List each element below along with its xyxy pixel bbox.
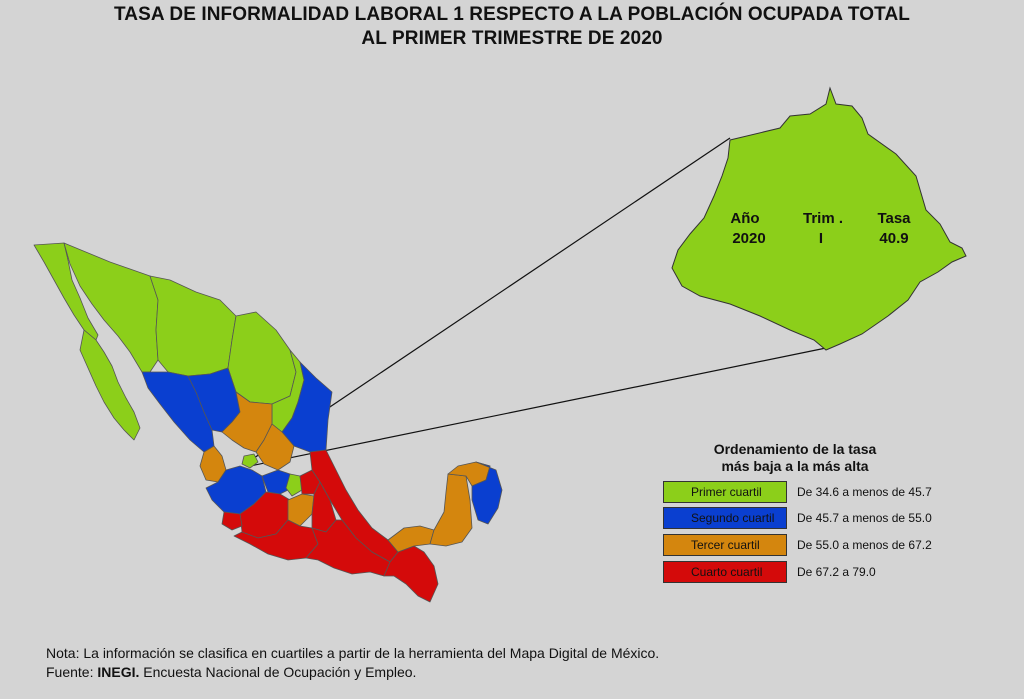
inset-trim-label: Trim . [802, 210, 843, 227]
inset-state-shape [671, 86, 967, 351]
map-title-line1: TASA DE INFORMALIDAD LABORAL 1 RESPECTO … [113, 4, 910, 25]
legend-item-range: De 55.0 a menos de 67.2 [797, 538, 932, 552]
legend-item-label: Segundo cuartil [691, 511, 775, 525]
legend-swatch [663, 481, 787, 503]
legend-title-line1: Ordenamiento de la tasa [713, 441, 877, 457]
source-rest: Encuesta Nacional de Ocupación y Empleo. [139, 664, 417, 680]
legend-item-range: De 45.7 a menos de 55.0 [797, 511, 932, 525]
legend-item-label: Tercer cuartil [691, 538, 760, 552]
legend-swatch [663, 507, 787, 529]
legend-item-label: Cuarto cuartil [691, 565, 763, 579]
state-queretaro[interactable] [285, 473, 303, 497]
state-baja-california-sur[interactable] [79, 329, 141, 441]
footnote-note: Nota: La información se clasifica en cua… [46, 645, 660, 661]
state-campeche[interactable] [429, 473, 473, 547]
state-quintana-roo[interactable] [471, 461, 503, 525]
source-prefix: Fuente: [46, 664, 98, 680]
state-mexico[interactable] [287, 493, 315, 527]
state-chihuahua[interactable] [149, 275, 237, 377]
legend-item-label: Primer cuartil [691, 485, 762, 499]
legend-item-range: De 34.6 a menos de 45.7 [797, 485, 932, 499]
legend-item-range: De 67.2 a 79.0 [797, 565, 876, 579]
legend-swatch [663, 561, 787, 583]
legend-swatch [663, 534, 787, 556]
state-colima[interactable] [221, 511, 243, 531]
inset-trim-value: I [818, 230, 824, 247]
state-zacatecas[interactable] [221, 391, 273, 453]
state-tamaulipas[interactable] [281, 361, 333, 453]
state-aguascalientes[interactable] [241, 453, 259, 469]
state-coahuila[interactable] [227, 311, 297, 405]
source-org: INEGI. [97, 664, 140, 680]
inset-year-value: 2020 [732, 230, 766, 247]
legend-title-line2: más baja a la más alta [721, 458, 869, 474]
map-title-line2: AL PRIMER TRIMESTRE DE 2020 [361, 28, 663, 49]
inset-rate-label: Tasa [877, 210, 911, 227]
state-baja-california[interactable] [33, 242, 99, 341]
inset-year-label: Año [730, 210, 760, 227]
inset-connector-bottom [249, 347, 827, 467]
inset-rate-value: 40.9 [879, 230, 909, 247]
footnote-source: Fuente: INEGI. Encuesta Nacional de Ocup… [46, 664, 416, 680]
